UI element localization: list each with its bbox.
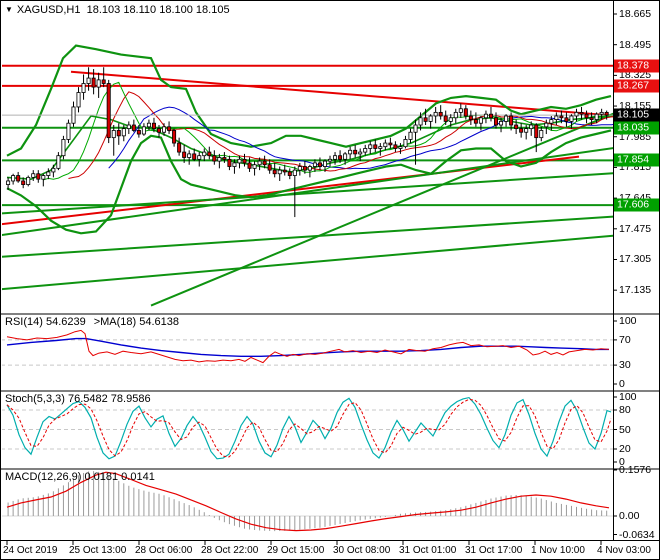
rsi-value-label: RSI(14) 54.6239 (5, 316, 86, 328)
rsi-tick-label: 70 (619, 333, 631, 346)
rsi-indicator-label: RSI(14) 54.6239 >MA(18) 54.6138 (5, 316, 179, 328)
time-axis-label: 31 Oct 17:00 (465, 545, 523, 556)
symbol-period-label: XAGUSD,H1 (16, 4, 81, 16)
price-badge-resistance: 18.378 (614, 59, 659, 73)
time-axis-label: 4 Nov 03:00 (597, 545, 651, 556)
chart-title-bar: ▼ XAGUSD,H1 18.103 18.110 18.100 18.105 (5, 4, 230, 16)
main-chart-series (1, 44, 660, 307)
time-axis-label: 24 Oct 2019 (3, 545, 58, 556)
macd-tick-label: 0.00 (619, 510, 640, 522)
channel-line-3[interactable] (1, 170, 660, 215)
stoch-pane[interactable] (2, 392, 613, 468)
descending-trendline[interactable] (70, 70, 617, 117)
stoch-tick-label: 50 (619, 423, 631, 436)
time-axis-label: 25 Oct 13:00 (69, 545, 127, 556)
stoch-tick-label: 100 (619, 391, 637, 403)
price-tick-label: 17.475 (619, 222, 652, 235)
pane-separators (1, 1, 659, 545)
price-badge-support: 17.606 (614, 198, 659, 212)
stoch-tick-label: 80 (619, 404, 631, 416)
price-tick-label: 18.325 (619, 69, 652, 82)
stoch-k-line (6, 396, 612, 460)
rsi-tick-label: 0 (619, 378, 625, 390)
band-lower (6, 129, 612, 235)
channel-line-4[interactable] (1, 213, 660, 258)
main-chart-pane[interactable] (2, 2, 613, 314)
channel-line-2[interactable] (1, 141, 660, 236)
band-upper (6, 44, 612, 157)
stoch-d-line (6, 398, 612, 458)
price-badge-support: 17.854 (614, 153, 659, 167)
price-tick-label: 17.135 (619, 284, 652, 297)
current-price-badge: 18.105 (614, 108, 659, 122)
time-axis[interactable] (2, 541, 659, 559)
price-tick-label: 18.665 (619, 8, 652, 20)
macd-pane[interactable] (2, 470, 613, 540)
price-tick-label: 18.495 (619, 38, 652, 51)
stoch-tick-label: 20 (619, 443, 631, 455)
time-axis-label: 1 Nov 10:00 (531, 545, 585, 556)
price-axis[interactable] (614, 2, 659, 540)
rsi-ma-value-label: >MA(18) 54.6138 (93, 316, 180, 328)
macd-series (2, 471, 613, 532)
rsi-tick-label: 30 (619, 359, 631, 372)
candles-series (6, 67, 609, 218)
channel-line-steep[interactable] (150, 111, 621, 307)
rsi-line (6, 329, 610, 364)
macd-signal-line (6, 471, 610, 532)
alligator-lips (43, 81, 613, 181)
time-axis-label: 31 Oct 01:00 (399, 545, 457, 556)
channel-line-5[interactable] (1, 232, 660, 291)
price-badge-support: 18.035 (614, 121, 659, 135)
time-axis-label: 30 Oct 08:00 (333, 545, 391, 556)
time-axis-label: 28 Oct 06:00 (135, 545, 193, 556)
rsi-tick-label: 100 (619, 315, 637, 327)
rsi-pane[interactable] (2, 315, 613, 390)
macd-indicator-label: MACD(12,26,9) 0.0181 0.0141 (5, 471, 155, 483)
alligator-teeth (68, 91, 613, 179)
stoch-series (2, 396, 613, 460)
stoch-indicator-label: Stoch(5,3,3) 76.5482 78.9586 (5, 393, 151, 405)
macd-tick-label: -0.0634 (619, 528, 655, 541)
time-axis-label: 28 Oct 22:00 (201, 545, 259, 556)
rsi-series (2, 329, 613, 366)
price-tick-label: 17.305 (619, 253, 652, 266)
macd-tick-label: 0.1576 (619, 464, 652, 476)
time-axis-label: 29 Oct 15:00 (267, 545, 325, 556)
ohlc-quotes-label: 18.103 18.110 18.100 18.105 (86, 4, 230, 16)
symbol-dropdown-icon[interactable]: ▼ (5, 5, 13, 14)
stoch-tick-label: 0 (619, 456, 625, 468)
price-badge-resistance: 18.267 (614, 79, 659, 93)
